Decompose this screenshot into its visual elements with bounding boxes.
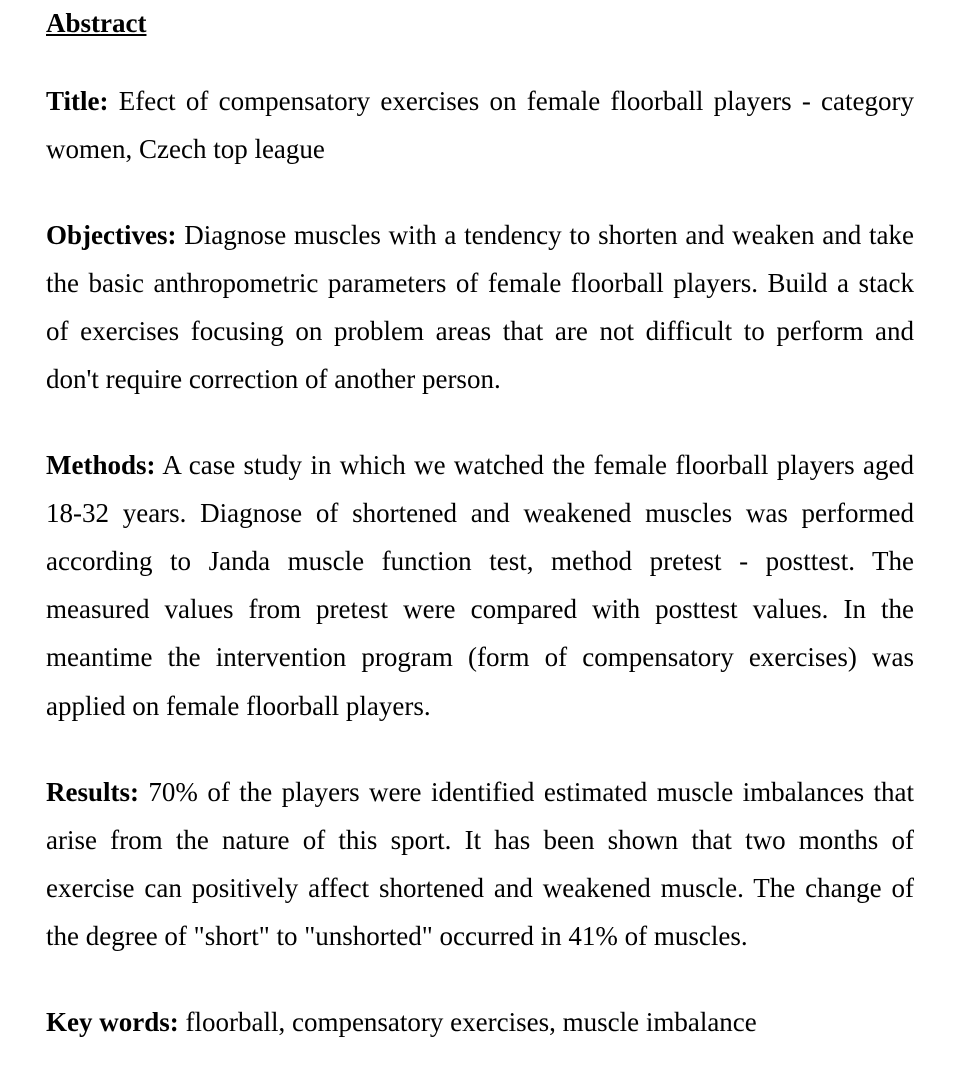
results-label: Results: <box>46 777 139 807</box>
methods-label: Methods: <box>46 450 156 480</box>
title-label: Title: <box>46 86 109 116</box>
abstract-heading: Abstract <box>46 8 914 39</box>
title-paragraph: Title: Efect of compensatory exercises o… <box>46 77 914 173</box>
objectives-label: Objectives: <box>46 220 176 250</box>
keywords-text: floorball, compensatory exercises, muscl… <box>179 1007 757 1037</box>
methods-text: A case study in which we watched the fem… <box>46 450 914 720</box>
results-paragraph: Results: 70% of the players were identif… <box>46 768 914 960</box>
methods-paragraph: Methods: A case study in which we watche… <box>46 441 914 729</box>
results-text: 70% of the players were identified estim… <box>46 777 914 951</box>
objectives-paragraph: Objectives: Diagnose muscles with a tend… <box>46 211 914 403</box>
title-text: Efect of compensatory exercises on femal… <box>46 86 914 164</box>
abstract-page: Abstract Title: Efect of compensatory ex… <box>0 0 960 1086</box>
objectives-text: Diagnose muscles with a tendency to shor… <box>46 220 914 394</box>
keywords-paragraph: Key words: floorball, compensatory exerc… <box>46 998 914 1046</box>
keywords-label: Key words: <box>46 1007 179 1037</box>
